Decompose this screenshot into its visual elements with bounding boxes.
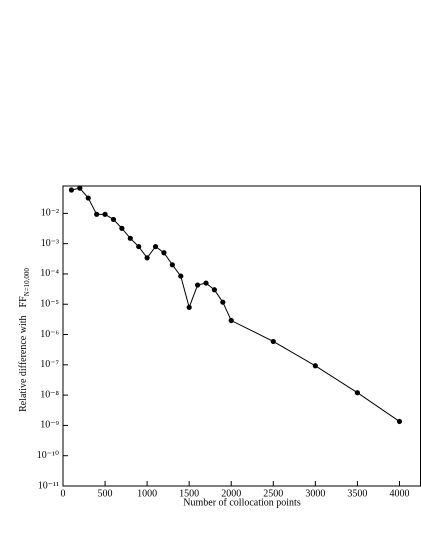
data-point [85,195,91,201]
data-point [211,287,218,293]
y-tick-label: 10⁻⁸ [40,389,59,400]
x-axis-label: Number of collocation points [183,497,301,508]
x-tick-label: 1000 [137,488,157,499]
data-point [169,262,175,268]
x-tick-label: 0 [61,488,66,499]
y-label-subscript: N=10,000 [23,268,31,297]
y-tick-label: 10⁻⁶ [40,329,59,340]
x-tick-label: 2000 [221,488,241,499]
data-point [127,235,133,241]
data-point [77,185,83,191]
x-tick-label: 3000 [305,488,325,499]
y-tick-label: 10⁻⁷ [40,359,59,370]
y-axis-label: Relative difference with FFN=10,000 [18,268,30,412]
y-tick-label: 10⁻¹⁰ [37,450,59,461]
y-tick-label: 10⁻⁹ [40,420,59,431]
y-label-text: Relative difference with [18,315,29,411]
data-point [110,216,117,223]
data-point [228,317,234,324]
data-point [144,255,150,261]
data-point [178,273,184,279]
data-point [186,304,192,310]
x-tick-label: 1500 [179,488,199,499]
data-point [194,282,201,288]
data-point [220,299,226,305]
y-tick-label: 10⁻¹¹ [38,480,59,491]
data-point [68,187,75,193]
data-point [152,243,159,250]
data-point [161,250,167,256]
x-tick-label: 4000 [389,488,409,499]
x-tick-label: 3500 [347,488,367,499]
x-tick-label: 500 [98,488,113,499]
x-tick-label: 2500 [263,488,283,499]
data-point [396,418,403,425]
data-point [102,211,108,217]
y-label-symbol: FF [18,296,29,308]
data-point [119,225,125,231]
data-point [354,390,361,396]
data-point [94,211,100,217]
data-point [203,280,209,286]
plot-frame [62,185,421,487]
y-tick-label: 10⁻³ [41,238,59,249]
data-point [270,338,276,345]
data-point [136,243,142,250]
y-tick-label: 10⁻² [41,208,59,219]
data-point [312,363,318,369]
data-line [71,187,400,422]
y-tick-label: 10⁻⁵ [40,299,59,310]
y-tick-label: 10⁻⁴ [40,268,59,279]
